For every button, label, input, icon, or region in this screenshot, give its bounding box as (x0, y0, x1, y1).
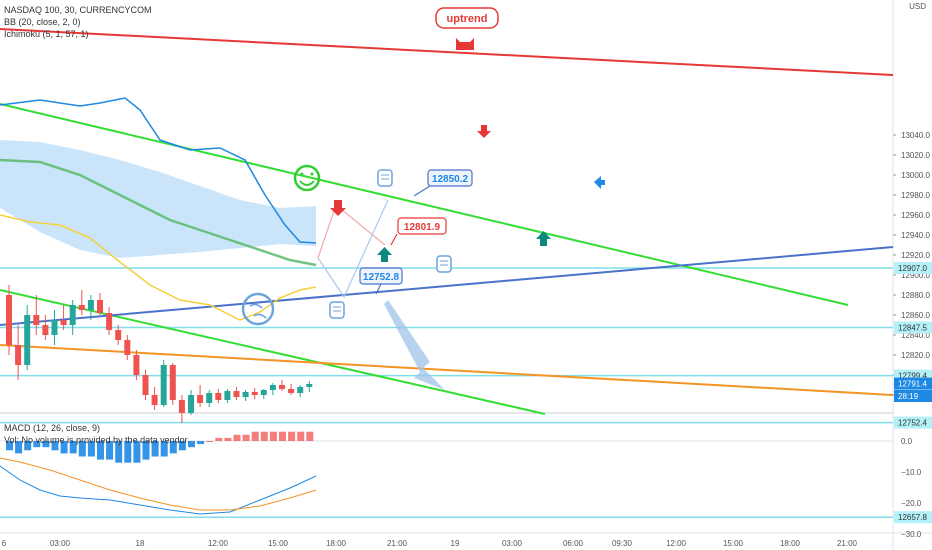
candle-body (15, 345, 21, 365)
macd-tick-label: −10.0 (901, 468, 922, 477)
y-tick-label: 12960.0 (901, 211, 930, 220)
x-tick-label: 09:30 (612, 539, 633, 548)
candle-body (24, 315, 30, 365)
x-tick-label: 03:00 (502, 539, 523, 548)
callout-12752-text: 12752.8 (363, 272, 400, 283)
macd-histogram-bar (288, 432, 295, 441)
y-tick-label: 12860.0 (901, 311, 930, 320)
macd-tick-label: −30.0 (901, 530, 922, 539)
candle-body (143, 375, 149, 395)
candle-body (297, 387, 303, 393)
candle-body (124, 340, 130, 355)
candle-body (115, 330, 121, 340)
candle-body (170, 365, 176, 400)
macd-histogram-bar (224, 438, 231, 441)
candle-body (270, 385, 276, 390)
y-tick-label: 12980.0 (901, 191, 930, 200)
macd-histogram-bar (234, 435, 241, 441)
y-tick-label: 13020.0 (901, 151, 930, 160)
macd-histogram-bar (252, 432, 259, 441)
price-label-text: 12907.0 (898, 264, 927, 273)
candle-body (161, 365, 167, 405)
macd-histogram-bar (243, 435, 250, 441)
candle-body (197, 395, 203, 403)
bb-legend: BB (20, close, 2, 0) (4, 17, 81, 28)
candle-body (206, 393, 212, 403)
candle-body (97, 300, 103, 313)
candle-body (306, 384, 312, 387)
candle-body (106, 313, 112, 330)
candle-body (188, 395, 194, 413)
x-tick-label: 12:00 (208, 539, 229, 548)
y-tick-label: 12880.0 (901, 291, 930, 300)
price-label-text: 12847.5 (898, 324, 927, 333)
x-tick-label: 18:00 (326, 539, 347, 548)
macd-tick-label: −20.0 (901, 499, 922, 508)
candle-body (52, 320, 58, 335)
y-tick-label: 12920.0 (901, 251, 930, 260)
macd-histogram-bar (279, 432, 286, 441)
candle-body (79, 305, 85, 310)
x-tick-label: 6 (2, 539, 7, 548)
candle-body (243, 392, 249, 397)
smiley-eye (311, 173, 314, 176)
candle-body (61, 320, 67, 325)
macd-histogram-bar (215, 438, 222, 441)
candle-body (33, 315, 39, 325)
candle-body (234, 391, 240, 397)
y-tick-label: 12820.0 (901, 351, 930, 360)
macd-histogram-bar (270, 432, 277, 441)
hand-pointer-icon (378, 170, 392, 186)
macd-tick-label: 0.0 (901, 437, 913, 446)
hand-pointer-icon (330, 302, 344, 318)
price-label-text: 12791.4 (898, 380, 927, 389)
macd-histogram-bar (306, 432, 313, 441)
candle-body (224, 391, 230, 400)
candle-body (252, 392, 258, 395)
hand-pointer-icon (437, 256, 451, 272)
x-tick-label: 21:00 (837, 539, 858, 548)
x-tick-label: 18:00 (780, 539, 801, 548)
currency-label: USD (909, 2, 926, 11)
x-tick-label: 03:00 (50, 539, 71, 548)
x-tick-label: 12:00 (666, 539, 687, 548)
candle-body (70, 305, 76, 325)
candle-body (6, 295, 12, 345)
y-tick-label: 12940.0 (901, 231, 930, 240)
candle-body (133, 355, 139, 375)
price-label-text: 28:19 (898, 392, 919, 401)
candle-body (179, 400, 185, 413)
price-label-text: 12752.4 (898, 419, 927, 428)
candle-body (152, 395, 158, 405)
vol-legend: Vol: No volume is provided by the data v… (4, 435, 190, 446)
macd-histogram-bar (297, 432, 304, 441)
y-tick-label: 13040.0 (901, 131, 930, 140)
x-tick-label: 06:00 (563, 539, 584, 548)
x-tick-label: 19 (451, 539, 460, 548)
callout-12801-text: 12801.9 (404, 222, 441, 233)
candle-body (42, 325, 48, 335)
ichimoku-legend: Ichimoku (5, 1, 57, 1) (4, 29, 89, 40)
uptrend-text: uptrend (447, 13, 488, 25)
candle-body (215, 393, 221, 400)
x-tick-label: 18 (136, 539, 145, 548)
smiley-eye (301, 173, 304, 176)
price-label-text: 12657.8 (898, 513, 927, 522)
callout-12850-text: 12850.2 (432, 174, 469, 185)
macd-legend: MACD (12, 26, close, 9) (4, 423, 100, 434)
candle-body (279, 385, 285, 389)
x-tick-label: 15:00 (268, 539, 289, 548)
macd-histogram-bar (261, 432, 268, 441)
symbol-legend: NASDAQ 100, 30, CURRENCYCOM (4, 5, 152, 16)
x-tick-label: 15:00 (723, 539, 744, 548)
y-tick-label: 13000.0 (901, 171, 930, 180)
candle-body (288, 389, 294, 393)
macd-histogram-bar (197, 441, 204, 444)
candle-body (261, 390, 267, 395)
candle-body (88, 300, 94, 310)
macd-histogram-bar (206, 441, 213, 442)
x-tick-label: 21:00 (387, 539, 408, 548)
